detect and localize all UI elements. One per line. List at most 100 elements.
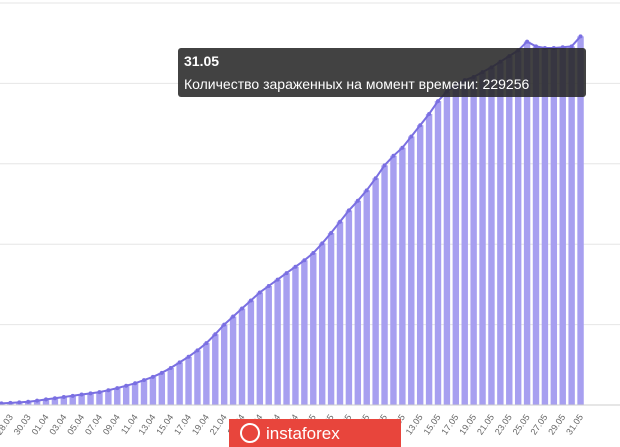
- x-tick-label: 13.05: [404, 412, 425, 436]
- tooltip-title: 31.05: [184, 53, 219, 69]
- bar: [292, 266, 299, 405]
- x-tick-label: 25.05: [511, 412, 532, 436]
- point: [52, 396, 57, 401]
- bar: [514, 50, 522, 405]
- point: [231, 314, 236, 319]
- point: [400, 145, 405, 150]
- bar: [131, 383, 139, 405]
- bar: [399, 147, 406, 405]
- point: [115, 386, 120, 391]
- x-tick-label: 19.05: [457, 412, 478, 436]
- bar: [33, 400, 41, 405]
- x-tick-label: 01.04: [30, 412, 51, 436]
- bar: [452, 85, 460, 406]
- bar: [506, 56, 513, 406]
- bar: [122, 385, 130, 405]
- point: [311, 251, 316, 256]
- bar: [158, 372, 166, 405]
- point: [373, 176, 378, 181]
- bar: [577, 36, 584, 405]
- bar: [87, 393, 94, 405]
- point: [266, 284, 271, 289]
- tooltip-label: Количество зараженных на момент времени:: [184, 76, 479, 92]
- bar: [238, 308, 246, 405]
- tooltip-text: Количество зараженных на момент времени:…: [184, 76, 529, 92]
- bar: [96, 392, 103, 405]
- point: [213, 332, 218, 337]
- bar: [390, 155, 397, 405]
- bar: [488, 67, 495, 405]
- tooltip-value: 229256: [483, 76, 530, 92]
- x-tick-label: 27.05: [528, 412, 549, 436]
- bar: [470, 76, 477, 405]
- point: [293, 264, 298, 269]
- bar: [461, 80, 468, 406]
- bar: [425, 113, 433, 406]
- x-tick-label: 21.04: [208, 412, 229, 436]
- bar: [167, 368, 174, 405]
- bar: [310, 253, 317, 405]
- bar: [479, 72, 486, 406]
- point: [133, 381, 138, 386]
- point: [418, 123, 423, 128]
- point: [409, 134, 414, 139]
- point: [150, 374, 155, 379]
- point: [177, 360, 182, 365]
- point: [534, 44, 538, 49]
- point: [17, 400, 22, 405]
- x-tick-label: 30.03: [12, 412, 33, 436]
- point: [106, 388, 111, 393]
- point: [142, 378, 146, 383]
- x-tick-label: 07.04: [83, 412, 104, 436]
- point: [284, 271, 289, 276]
- x-tick-label: 29.05: [546, 412, 567, 436]
- x-tick-label: 19.04: [190, 412, 211, 436]
- point: [44, 397, 48, 402]
- tooltip: 31.05 Количество зараженных на момент вре…: [178, 48, 586, 97]
- point: [578, 34, 583, 39]
- x-tick-label: 03.04: [47, 412, 68, 436]
- x-tick-label: 17.05: [439, 412, 460, 436]
- point: [26, 399, 31, 404]
- bar: [78, 394, 85, 405]
- bar: [60, 396, 68, 405]
- bar: [212, 334, 219, 405]
- point: [302, 258, 307, 263]
- bar: [265, 286, 272, 405]
- bar: [497, 61, 504, 405]
- bar: [336, 221, 344, 405]
- watermark-logo: [240, 423, 260, 443]
- bar: [229, 316, 237, 405]
- point: [222, 322, 227, 327]
- bar: [327, 232, 335, 405]
- point: [338, 219, 342, 224]
- bar: [274, 279, 281, 405]
- bar: [541, 48, 549, 406]
- x-tick-label: 23.05: [493, 412, 514, 436]
- point: [35, 398, 40, 403]
- point: [569, 44, 574, 49]
- x-tick-label: 11.04: [119, 412, 140, 436]
- bar: [523, 41, 531, 405]
- point: [364, 188, 369, 193]
- point: [124, 383, 129, 388]
- bar: [408, 136, 415, 406]
- x-tick-label: 21.05: [475, 412, 496, 436]
- bar: [51, 398, 59, 405]
- point: [0, 401, 4, 406]
- bar: [568, 46, 575, 405]
- point: [79, 392, 84, 397]
- bar: [256, 292, 264, 405]
- bar: [301, 260, 308, 405]
- point: [391, 153, 396, 158]
- bar: [363, 190, 370, 405]
- watermark-bg: [229, 419, 401, 447]
- bar: [149, 376, 157, 405]
- point: [329, 230, 334, 235]
- point: [186, 354, 191, 359]
- tooltip-box: [178, 48, 586, 97]
- point: [159, 370, 164, 375]
- x-tick-label: 17.04: [172, 412, 193, 436]
- bar: [203, 343, 210, 405]
